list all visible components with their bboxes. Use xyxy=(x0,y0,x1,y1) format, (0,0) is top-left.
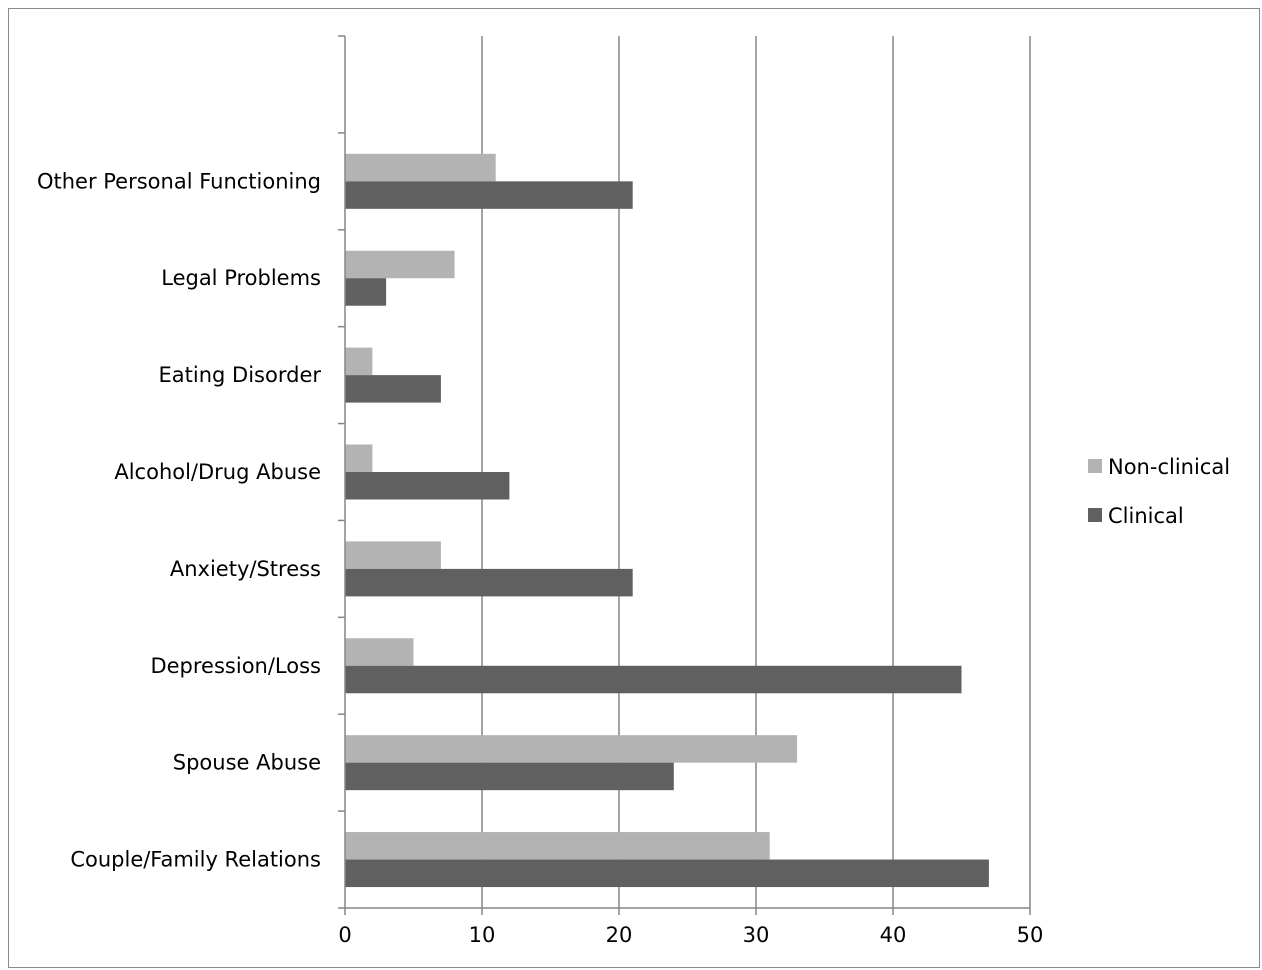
legend: Non-clinical Clinical xyxy=(1088,455,1230,528)
x-tick-label: 10 xyxy=(469,923,496,947)
bar-non-clinical xyxy=(345,735,798,763)
bar-clinical xyxy=(345,181,633,209)
legend-swatch xyxy=(1088,508,1102,522)
bar-non-clinical xyxy=(345,638,414,666)
category-label: Depression/Loss xyxy=(150,654,321,678)
bar-non-clinical xyxy=(345,153,496,182)
x-tick-label: 30 xyxy=(743,923,770,947)
bar-non-clinical xyxy=(345,832,770,860)
category-label: Spouse Abuse xyxy=(173,751,321,775)
bar-clinical xyxy=(345,472,510,500)
bar-non-clinical xyxy=(345,541,441,569)
axes xyxy=(338,35,1031,915)
bar-non-clinical xyxy=(345,444,373,472)
bar-clinical xyxy=(345,762,674,791)
x-tick-label: 40 xyxy=(880,923,907,947)
legend-swatch xyxy=(1088,459,1102,473)
bar-clinical xyxy=(345,859,989,888)
category-label: Eating Disorder xyxy=(159,363,322,387)
tick-labels: 0 10 20 30 40 50 xyxy=(338,923,1043,947)
bar-clinical xyxy=(345,375,441,403)
chart-frame xyxy=(8,8,1260,968)
bar-clinical xyxy=(345,665,962,694)
bar-non-clinical xyxy=(345,347,373,376)
bar-non-clinical xyxy=(345,250,455,279)
legend-label: Non-clinical xyxy=(1108,455,1230,479)
bars xyxy=(345,153,989,888)
x-tick-label: 0 xyxy=(338,923,351,947)
category-label: Couple/Family Relations xyxy=(70,848,321,872)
category-label: Alcohol/Drug Abuse xyxy=(114,460,321,484)
category-labels: Couple/Family Relations Spouse Abuse Depre… xyxy=(37,169,321,871)
legend-label: Clinical xyxy=(1108,504,1184,528)
category-label: Legal Problems xyxy=(161,266,321,290)
category-label: Other Personal Functioning xyxy=(37,169,321,193)
x-tick-label: 20 xyxy=(606,923,633,947)
bar-clinical xyxy=(345,278,387,306)
category-label: Anxiety/Stress xyxy=(170,557,321,581)
x-tick-label: 50 xyxy=(1017,923,1044,947)
bar-clinical xyxy=(345,568,633,597)
